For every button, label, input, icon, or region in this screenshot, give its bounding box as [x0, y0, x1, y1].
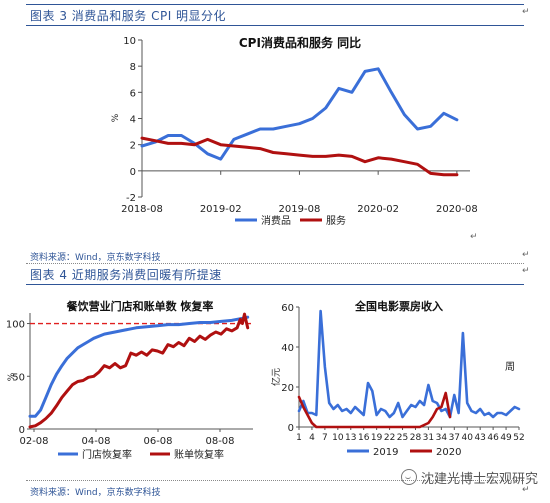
x-tick-label: 31 — [423, 433, 434, 443]
y-tick-label: 40 — [281, 343, 294, 354]
watermark: 沈建光博士宏观研究 — [400, 468, 538, 487]
legend-label: 门店恢复率 — [82, 448, 132, 461]
x-tick-label: 1 — [296, 433, 302, 443]
y-tick-label: 4 — [130, 115, 136, 126]
x-tick-label: 08-08 — [205, 436, 234, 447]
return-mark-icon: ↵ — [522, 266, 530, 276]
x-tick-label: 02-08 — [19, 436, 48, 447]
legend-label: 消费品 — [261, 214, 291, 227]
x-tick-label: 19 — [371, 433, 383, 443]
return-mark-icon: ↵ — [522, 250, 530, 260]
series-line-1 — [28, 315, 250, 418]
legend-label: 服务 — [326, 214, 346, 227]
bottom-divider — [26, 480, 524, 481]
y-tick-label: 10 — [123, 36, 136, 47]
x-tick-label: 10 — [332, 433, 344, 443]
chart-title: 餐饮营业门店和账单数 恢复率 — [66, 299, 214, 313]
chart-title: 全国电影票房收入 — [354, 299, 443, 313]
y-tick-label: 20 — [281, 383, 294, 394]
y-tick-label: 0 — [288, 423, 294, 434]
x-tick-label: 49 — [500, 433, 512, 443]
fig4-top-divider — [26, 263, 524, 264]
x-tick-label: 2020-08 — [436, 204, 478, 215]
x-tick-label: 7 — [322, 433, 328, 443]
x-tick-label: 43 — [474, 433, 485, 443]
return-mark-icon: ↵ — [470, 232, 478, 242]
y-axis-label: % — [111, 113, 121, 122]
box-office-chart: 全国电影票房收入 0 20 40 60 亿元 1 4 7 10 13 16 19 22 25 28 31 34 37… — [270, 299, 525, 458]
y-tick-label: 0 — [130, 167, 136, 178]
y-tick-label: 8 — [130, 62, 136, 73]
legend-label: 2020 — [436, 447, 461, 458]
series-line-2 — [297, 391, 452, 429]
series-line-1 — [297, 309, 521, 419]
y-tick-label: -2 — [126, 193, 136, 204]
fig4-title: 图表 4 近期服务消费回暖有所提速 — [30, 268, 222, 282]
legend-label: 2019 — [373, 447, 398, 458]
cpi-chart: CPI消费品和服务 同比 -2 0 2 4 6 8 10% 2018-08 2019-02 2019… — [111, 35, 478, 227]
y-tick-label: 50 — [12, 372, 25, 383]
x-tick-label: 2020-02 — [357, 204, 399, 215]
top-rule — [26, 4, 524, 5]
x-tick-label: 46 — [487, 433, 499, 443]
x-axis-label: 周 — [505, 361, 515, 373]
x-tick-label: 4 — [309, 433, 315, 443]
return-mark-icon: ↵ — [522, 485, 530, 495]
fig3-title-rule — [26, 25, 524, 26]
x-tick-label: 16 — [358, 433, 370, 443]
fig4-title-rule — [26, 284, 524, 285]
restaurant-recovery-chart: 餐饮营业门店和账单数 恢复率 0 50 100% 02-08 04-08 06-08 08-0… — [6, 299, 253, 461]
return-mark-icon: ↵ — [522, 7, 530, 17]
watermark-text: 沈建光博士宏观研究 — [420, 472, 538, 487]
x-tick-label: 40 — [462, 433, 474, 443]
x-tick-label: 2019-08 — [279, 204, 321, 215]
series-line-2 — [28, 312, 250, 429]
wechat-icon — [400, 469, 417, 485]
x-tick-label: 04-08 — [81, 436, 110, 447]
chart-title: CPI消费品和服务 同比 — [239, 35, 361, 50]
legend-label: 账单恢复率 — [174, 448, 224, 461]
x-tick-label: 52 — [513, 433, 524, 443]
x-tick-label: 06-08 — [143, 436, 172, 447]
y-tick-label: 60 — [281, 303, 294, 314]
source-2: 资料来源：Wind，京东数字科技 — [30, 488, 161, 498]
x-tick-label: 37 — [449, 433, 460, 443]
y-tick-label: 6 — [130, 88, 136, 99]
fig3-title: 图表 3 消费品和服务 CPI 明显分化 — [30, 9, 227, 23]
x-tick-label: 34 — [436, 433, 448, 443]
x-tick-label: 13 — [345, 433, 356, 443]
series-line-2 — [140, 136, 459, 177]
x-tick-label: 28 — [410, 433, 422, 443]
source-1: 资料来源：Wind，京东数字科技 — [30, 253, 161, 263]
y-tick-label: 0 — [19, 425, 25, 436]
y-axis-label: 亿元 — [270, 368, 282, 386]
x-tick-label: 2018-08 — [121, 204, 163, 215]
y-tick-label: 2 — [130, 141, 136, 152]
y-axis-label: % — [7, 372, 17, 381]
y-tick-label: 100 — [6, 320, 25, 331]
x-tick-label: 25 — [397, 433, 408, 443]
x-tick-label: 2019-02 — [200, 204, 242, 215]
x-tick-label: 22 — [384, 433, 395, 443]
